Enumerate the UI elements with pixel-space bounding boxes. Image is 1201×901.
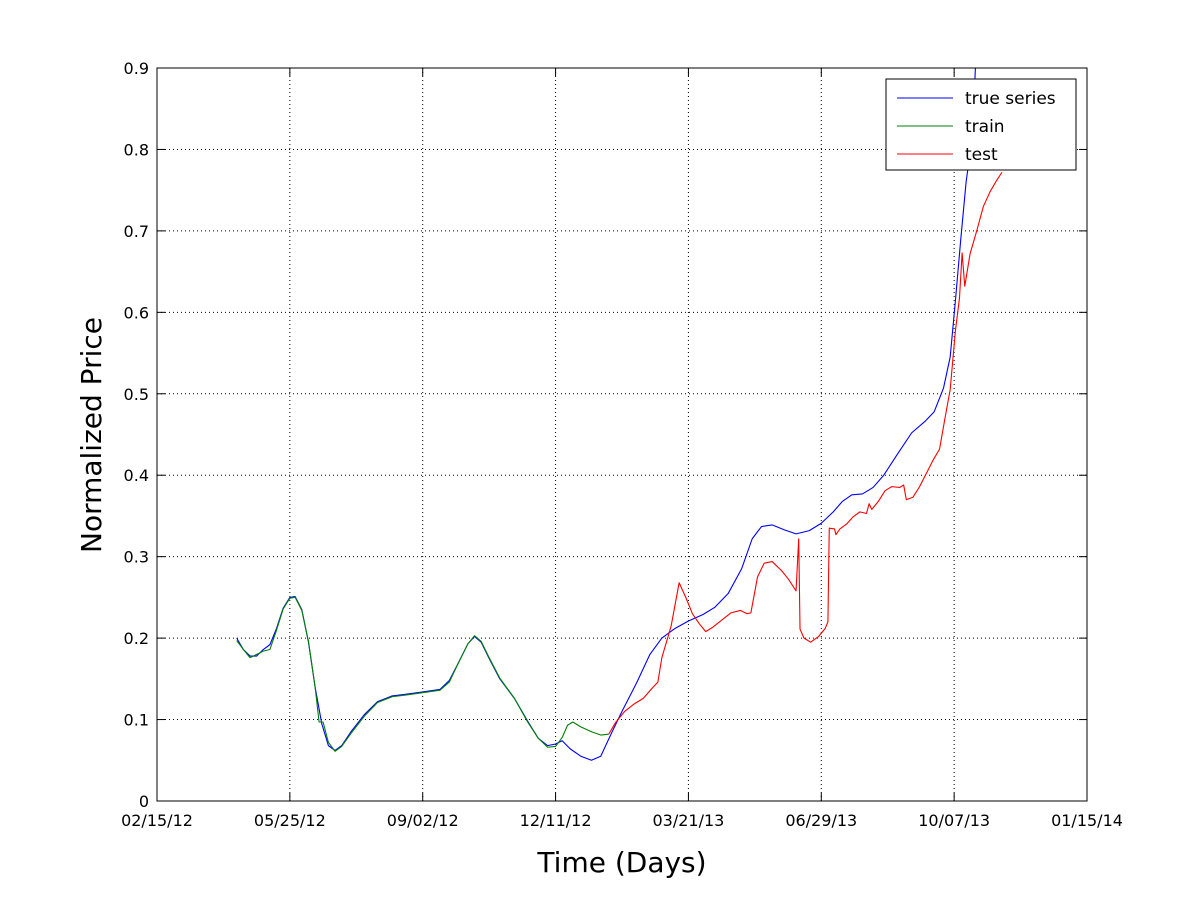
y-axis-label: Normalized Price (75, 317, 108, 553)
y-tick-label: 0.7 (124, 222, 149, 241)
x-tick-label: 02/15/12 (121, 811, 193, 830)
grid (157, 68, 1087, 801)
series-group (236, 68, 1003, 761)
y-tick-label: 0.3 (124, 548, 149, 567)
legend: true series train test (885, 78, 1077, 171)
y-tick-label: 0.1 (124, 711, 149, 730)
plot-area (157, 68, 1087, 801)
series-line-test (608, 171, 1003, 735)
y-tick-label: 0.5 (124, 385, 149, 404)
y-tick-label: 0.4 (124, 466, 149, 485)
y-tick-label: 0.8 (124, 140, 149, 159)
x-tick-label: 05/25/12 (254, 811, 326, 830)
x-tick-label: 06/29/13 (785, 811, 857, 830)
x-tick-label: 01/15/14 (1051, 811, 1123, 830)
x-tick-label: 12/11/12 (520, 811, 592, 830)
y-tick-label: 0.9 (124, 59, 149, 78)
series-line-train (236, 596, 609, 752)
x-tick-label: 03/21/13 (652, 811, 724, 830)
legend-label: test (965, 145, 998, 165)
x-tick-label: 10/07/13 (918, 811, 990, 830)
y-tick-label: 0 (139, 792, 149, 811)
y-tick-label: 0.2 (124, 629, 149, 648)
axes: 02/15/12 05/25/12 09/02/12 12/11/12 03/21/13… (121, 59, 1123, 830)
legend-box (885, 78, 1077, 171)
x-tick-label: 09/02/12 (387, 811, 459, 830)
series-line-true-series (236, 68, 976, 761)
legend-label: true series (965, 89, 1056, 109)
x-axis-label: Time (Days) (536, 846, 706, 879)
legend-label: train (965, 117, 1005, 137)
y-tick-label: 0.6 (124, 303, 149, 322)
plot-frame (156, 67, 1088, 802)
